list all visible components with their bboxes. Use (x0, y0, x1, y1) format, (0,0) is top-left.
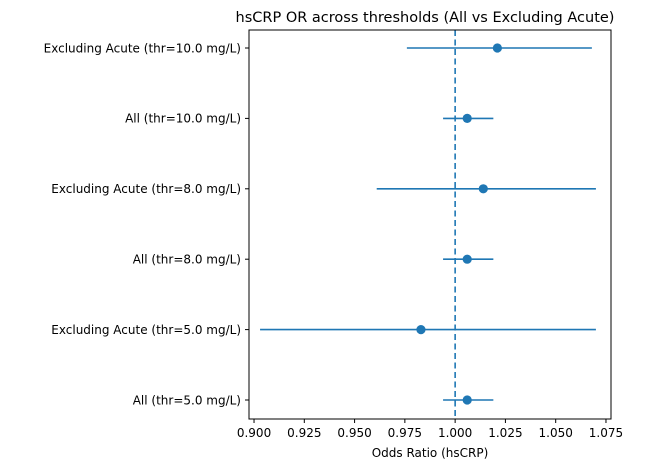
x-tick-label: 0.925 (287, 426, 321, 440)
y-axis: Excluding Acute (thr=10.0 mg/L) All (thr=… (44, 41, 249, 407)
plot-area (260, 30, 596, 419)
x-tick-label: 0.950 (337, 426, 371, 440)
y-tick-label: All (thr=5.0 mg/L) (133, 393, 241, 407)
or-point (462, 395, 472, 405)
y-tick-label: Excluding Acute (thr=10.0 mg/L) (44, 41, 241, 55)
x-axis: 0.900 0.925 0.950 0.975 1.000 1.025 1.050 1.075 (237, 419, 623, 440)
x-tick-label: 0.900 (237, 426, 271, 440)
y-tick-label: All (thr=10.0 mg/L) (125, 112, 241, 126)
x-tick-label: 1.025 (488, 426, 522, 440)
x-tick-label: 1.000 (438, 426, 472, 440)
or-point (416, 325, 426, 335)
or-point (462, 254, 472, 264)
x-tick-label: 1.075 (589, 426, 623, 440)
x-tick-label: 1.050 (539, 426, 573, 440)
plot-frame (248, 29, 612, 420)
x-tick-label: 0.975 (388, 426, 422, 440)
or-point (478, 184, 488, 194)
y-tick-label: Excluding Acute (thr=8.0 mg/L) (51, 182, 241, 196)
y-tick-label: All (thr=8.0 mg/L) (133, 253, 241, 267)
or-point (492, 43, 502, 53)
y-tick-label: Excluding Acute (thr=5.0 mg/L) (51, 323, 241, 337)
x-axis-title: Odds Ratio (hsCRP) (372, 446, 489, 460)
chart-title: hsCRP OR across thresholds (All vs Exclu… (236, 10, 615, 26)
or-point (462, 113, 472, 123)
